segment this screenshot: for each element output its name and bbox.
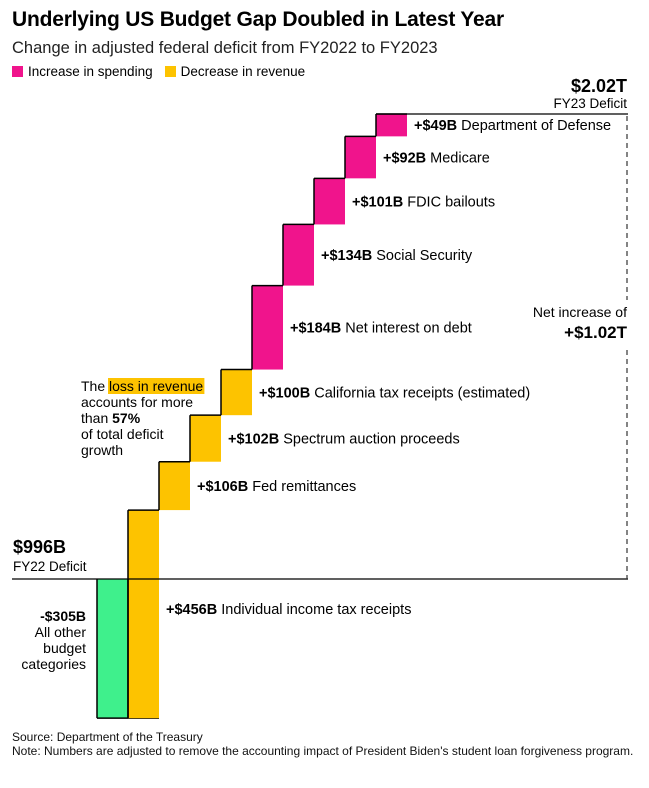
fy22-value: $996B xyxy=(13,537,66,557)
bar-step-6 xyxy=(283,224,314,286)
annotation-line: growth xyxy=(81,442,123,458)
bar-label-2: +$106B Fed remittances xyxy=(197,479,356,495)
fy23-label: FY23 Deficit xyxy=(553,96,627,111)
footer: Source: Department of the Treasury Note:… xyxy=(12,730,637,758)
bar-step-9 xyxy=(376,114,407,137)
note-text: Note: Numbers are adjusted to remove the… xyxy=(12,744,634,758)
bar-step-3 xyxy=(190,415,221,462)
bar-label-6: +$134B Social Security xyxy=(321,248,473,264)
annotation-line: accounts for more xyxy=(81,394,193,410)
net-increase-bg xyxy=(520,300,632,346)
legend: Increase in spending Decrease in revenue xyxy=(12,64,317,79)
net-increase-value: +$1.02T xyxy=(564,323,627,342)
bar-step-2 xyxy=(159,461,190,511)
bar-step-1 xyxy=(128,510,159,719)
bar-label-5: +$184B Net interest on debt xyxy=(290,321,472,337)
legend-label-revenue: Decrease in revenue xyxy=(180,64,306,79)
bar-step-5 xyxy=(252,285,283,370)
annotation-line: The loss in revenue xyxy=(81,378,203,394)
bar-label-1: +$456B Individual income tax receipts xyxy=(166,602,411,618)
annotation-line: of total deficit xyxy=(81,426,164,442)
net-increase-label: Net increase of xyxy=(533,304,627,320)
legend-label-spending: Increase in spending xyxy=(28,64,153,79)
bar-label-8: +$92B Medicare xyxy=(383,150,490,166)
bar-label-7: +$101B FDIC bailouts xyxy=(352,194,495,210)
bar-label-9: +$49B Department of Defense xyxy=(414,118,611,134)
bar-step-8 xyxy=(345,136,376,179)
annotation-line: than 57% xyxy=(81,410,141,426)
bar-step-7 xyxy=(314,178,345,225)
chart-title: Underlying US Budget Gap Doubled in Late… xyxy=(12,8,504,31)
bar-label-3: +$102B Spectrum auction proceeds xyxy=(228,431,460,447)
bar-label-4: +$100B California tax receipts (estimate… xyxy=(259,385,530,401)
legend-item-spending: Increase in spending xyxy=(12,64,153,79)
legend-swatch-spending xyxy=(12,66,23,77)
chart-subtitle: Change in adjusted federal deficit from … xyxy=(12,39,438,57)
fy22-label: FY22 Deficit xyxy=(13,559,87,574)
neg-label-line: categories xyxy=(21,656,86,672)
neg-label-line: budget xyxy=(43,640,86,656)
neg-label-line: All other xyxy=(35,624,87,640)
bar-step-4 xyxy=(221,369,252,416)
bar-other-categories xyxy=(97,579,128,719)
legend-swatch-revenue xyxy=(164,66,176,77)
annotation-highlight xyxy=(108,378,205,394)
fy23-value: $2.02T xyxy=(571,76,627,96)
source-text: Source: Department of the Treasury xyxy=(12,730,203,744)
neg-value: -$305B xyxy=(40,608,86,624)
legend-item-revenue: Decrease in revenue xyxy=(164,64,306,79)
